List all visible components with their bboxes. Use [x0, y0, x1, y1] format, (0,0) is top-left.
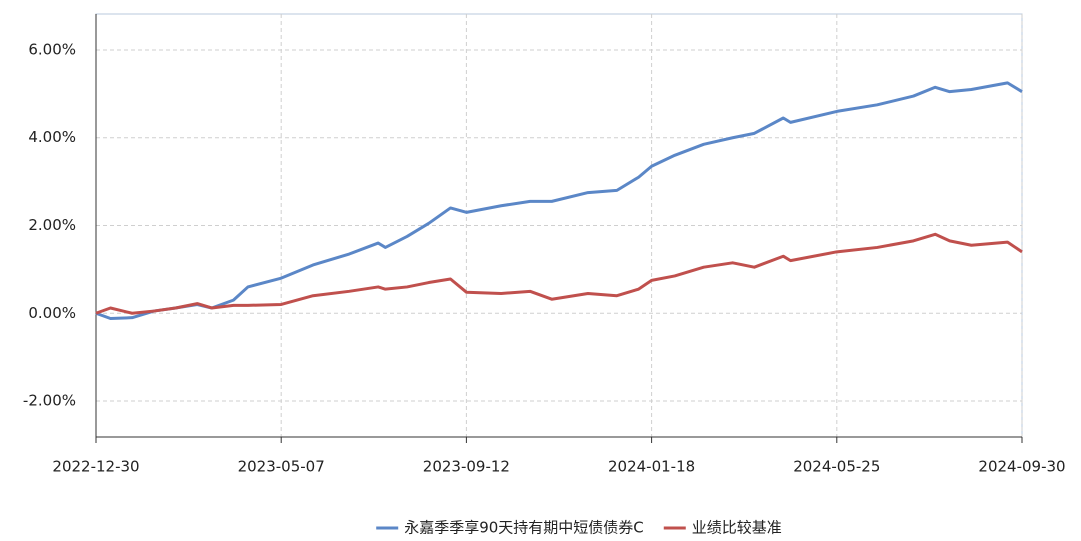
x-tick-label: 2024-01-18 [608, 458, 695, 476]
legend-label: 业绩比较基准 [692, 519, 782, 537]
series-line [95, 81, 1023, 321]
legend-item: 永嘉季季享90天持有期中短债债券C [376, 519, 644, 537]
x-tick-label: 2022-12-30 [52, 458, 139, 476]
series-line [95, 232, 1023, 315]
x-tick-label: 2024-09-30 [978, 458, 1065, 476]
legend-item: 业绩比较基准 [663, 519, 782, 537]
y-tick-label: 6.00% [28, 40, 76, 58]
x-tick-label: 2023-09-12 [423, 458, 510, 476]
y-tick-label: -2.00% [23, 392, 76, 410]
y-tick-label: 4.00% [28, 128, 76, 146]
x-tick-label: 2024-05-25 [793, 458, 880, 476]
x-tick-label: 2023-05-07 [238, 458, 325, 476]
y-tick-label: 2.00% [28, 216, 76, 234]
legend-label: 永嘉季季享90天持有期中短债债券C [404, 519, 644, 537]
y-tick-label: 0.00% [28, 304, 76, 322]
